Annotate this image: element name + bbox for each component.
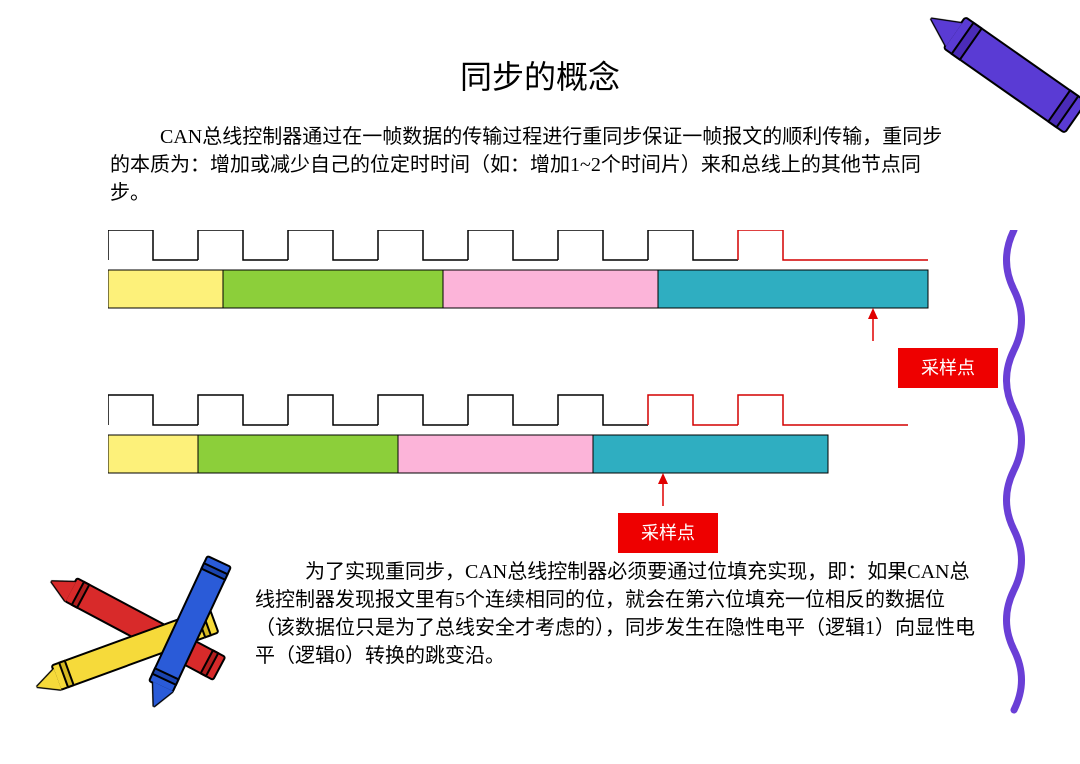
square-wave-red bbox=[738, 230, 928, 260]
sample-arrow-head bbox=[868, 308, 878, 319]
bit-segment-0 bbox=[108, 270, 223, 308]
bit-segment-0 bbox=[108, 435, 198, 473]
sample-point-label: 采样点 bbox=[921, 358, 975, 378]
bit-segment-3 bbox=[658, 270, 928, 308]
paragraph-bitstuffing: 为了实现重同步，CAN总线控制器必须要通过位填充实现，即：如果CAN总线控制器发… bbox=[255, 558, 975, 670]
sample-arrow-head bbox=[658, 473, 668, 484]
square-wave-black bbox=[108, 395, 648, 425]
bit-segment-2 bbox=[398, 435, 593, 473]
bit-segment-1 bbox=[198, 435, 398, 473]
paragraph-intro: CAN总线控制器通过在一帧数据的传输过程进行重同步保证一帧报文的顺利传输，重同步… bbox=[110, 123, 950, 207]
square-wave-black bbox=[108, 230, 738, 260]
timing-diagrams: 采样点采样点 bbox=[108, 230, 1008, 565]
bit-segment-2 bbox=[443, 270, 658, 308]
square-wave-red bbox=[648, 395, 908, 425]
squiggle-decoration bbox=[994, 230, 1034, 730]
bit-segment-1 bbox=[223, 270, 443, 308]
page-title: 同步的概念 bbox=[0, 0, 1080, 98]
diagram-svg: 采样点采样点 bbox=[108, 230, 1008, 560]
bit-segment-3 bbox=[593, 435, 828, 473]
sample-point-label: 采样点 bbox=[641, 523, 695, 543]
